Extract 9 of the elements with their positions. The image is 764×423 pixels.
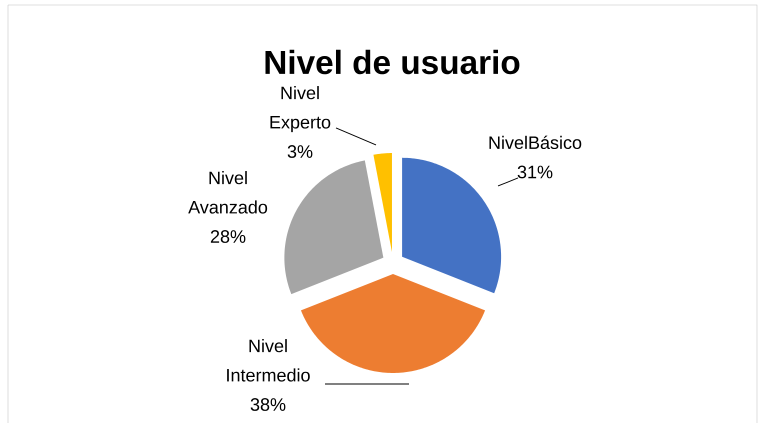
- data-label: 28%: [210, 230, 246, 243]
- data-label: 31%: [518, 166, 552, 178]
- chart-title: Nivel de usuario: [266, 50, 520, 74]
- data-label: 3%: [288, 145, 312, 158]
- slice-label: Nivel Experto: [270, 86, 330, 132]
- slice-label: Nivel Intermedio: [227, 339, 310, 382]
- slice-label: Nivel Avanzado: [188, 171, 268, 214]
- slice-label: NivelBásico: [489, 136, 582, 150]
- data-label: 38%: [250, 398, 286, 411]
